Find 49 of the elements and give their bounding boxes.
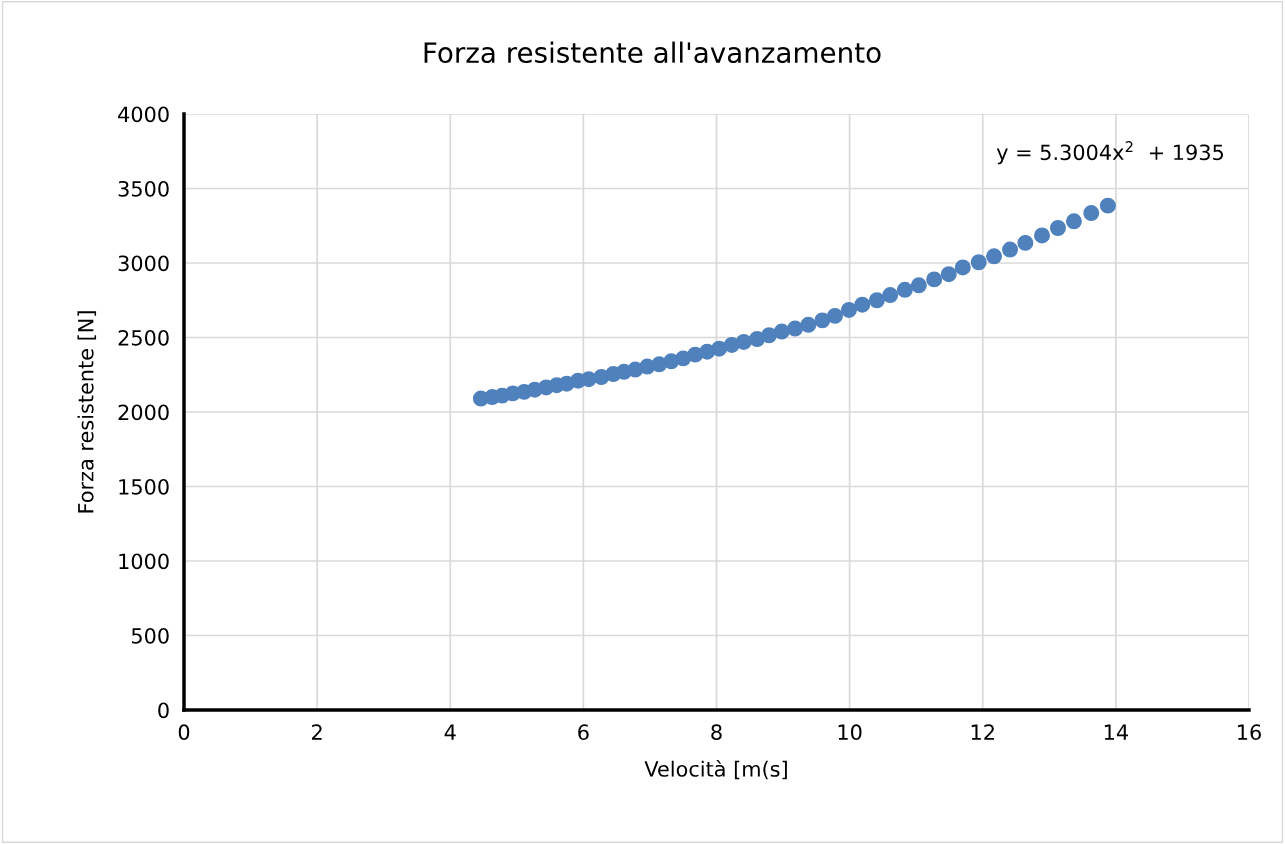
point <box>1017 234 1034 251</box>
point <box>1099 197 1116 214</box>
y-axis-title: Forza resistente [N] <box>77 311 97 513</box>
x-tick-label: 16 <box>1238 724 1261 741</box>
point <box>896 281 913 298</box>
y-tick-label: 3500 <box>118 180 169 197</box>
point <box>1034 227 1050 244</box>
y-tick-label: 500 <box>131 627 169 644</box>
point <box>773 323 790 340</box>
x-tick-label: 0 <box>178 724 190 741</box>
y-tick-label: 4000 <box>118 106 169 123</box>
point <box>735 333 752 350</box>
x-tick-label: 14 <box>1104 724 1128 740</box>
point <box>1049 220 1066 236</box>
y-tick-label: 2000 <box>118 404 169 421</box>
x-tick-label: 2 <box>312 724 322 740</box>
point <box>986 248 1003 265</box>
point <box>1002 241 1019 258</box>
point <box>868 292 885 309</box>
point <box>827 307 843 324</box>
point <box>910 277 927 294</box>
y-tick-label: 0 <box>158 702 169 719</box>
y-tick-label: 3000 <box>118 255 169 272</box>
point <box>940 266 957 283</box>
y-tick-label: 1500 <box>119 478 169 495</box>
point <box>926 271 943 288</box>
x-axis-title: Velocità [m(s] <box>644 759 787 780</box>
point <box>1083 205 1100 222</box>
x-tick-label: 4 <box>444 724 456 740</box>
point <box>787 320 804 337</box>
point <box>580 371 597 388</box>
x-tick-label: 6 <box>578 724 589 741</box>
x-tick-label: 10 <box>838 724 862 741</box>
point <box>1065 213 1082 230</box>
point <box>882 287 899 304</box>
point <box>761 327 778 344</box>
annotation: y = 5.3004x$^{2}$ + 1935 <box>996 141 1223 165</box>
point <box>854 296 871 313</box>
point <box>970 254 987 271</box>
chart-title: Forza resistente all'avanzamento <box>424 41 881 64</box>
point <box>800 316 817 333</box>
point <box>814 312 831 329</box>
y-tick-label: 1000 <box>119 553 169 570</box>
x-tick-label: 12 <box>971 724 994 740</box>
y-tick-label: 2500 <box>118 329 169 346</box>
x-tick-label: 8 <box>711 724 722 741</box>
point <box>954 259 971 276</box>
point <box>840 301 857 318</box>
point <box>711 340 728 357</box>
